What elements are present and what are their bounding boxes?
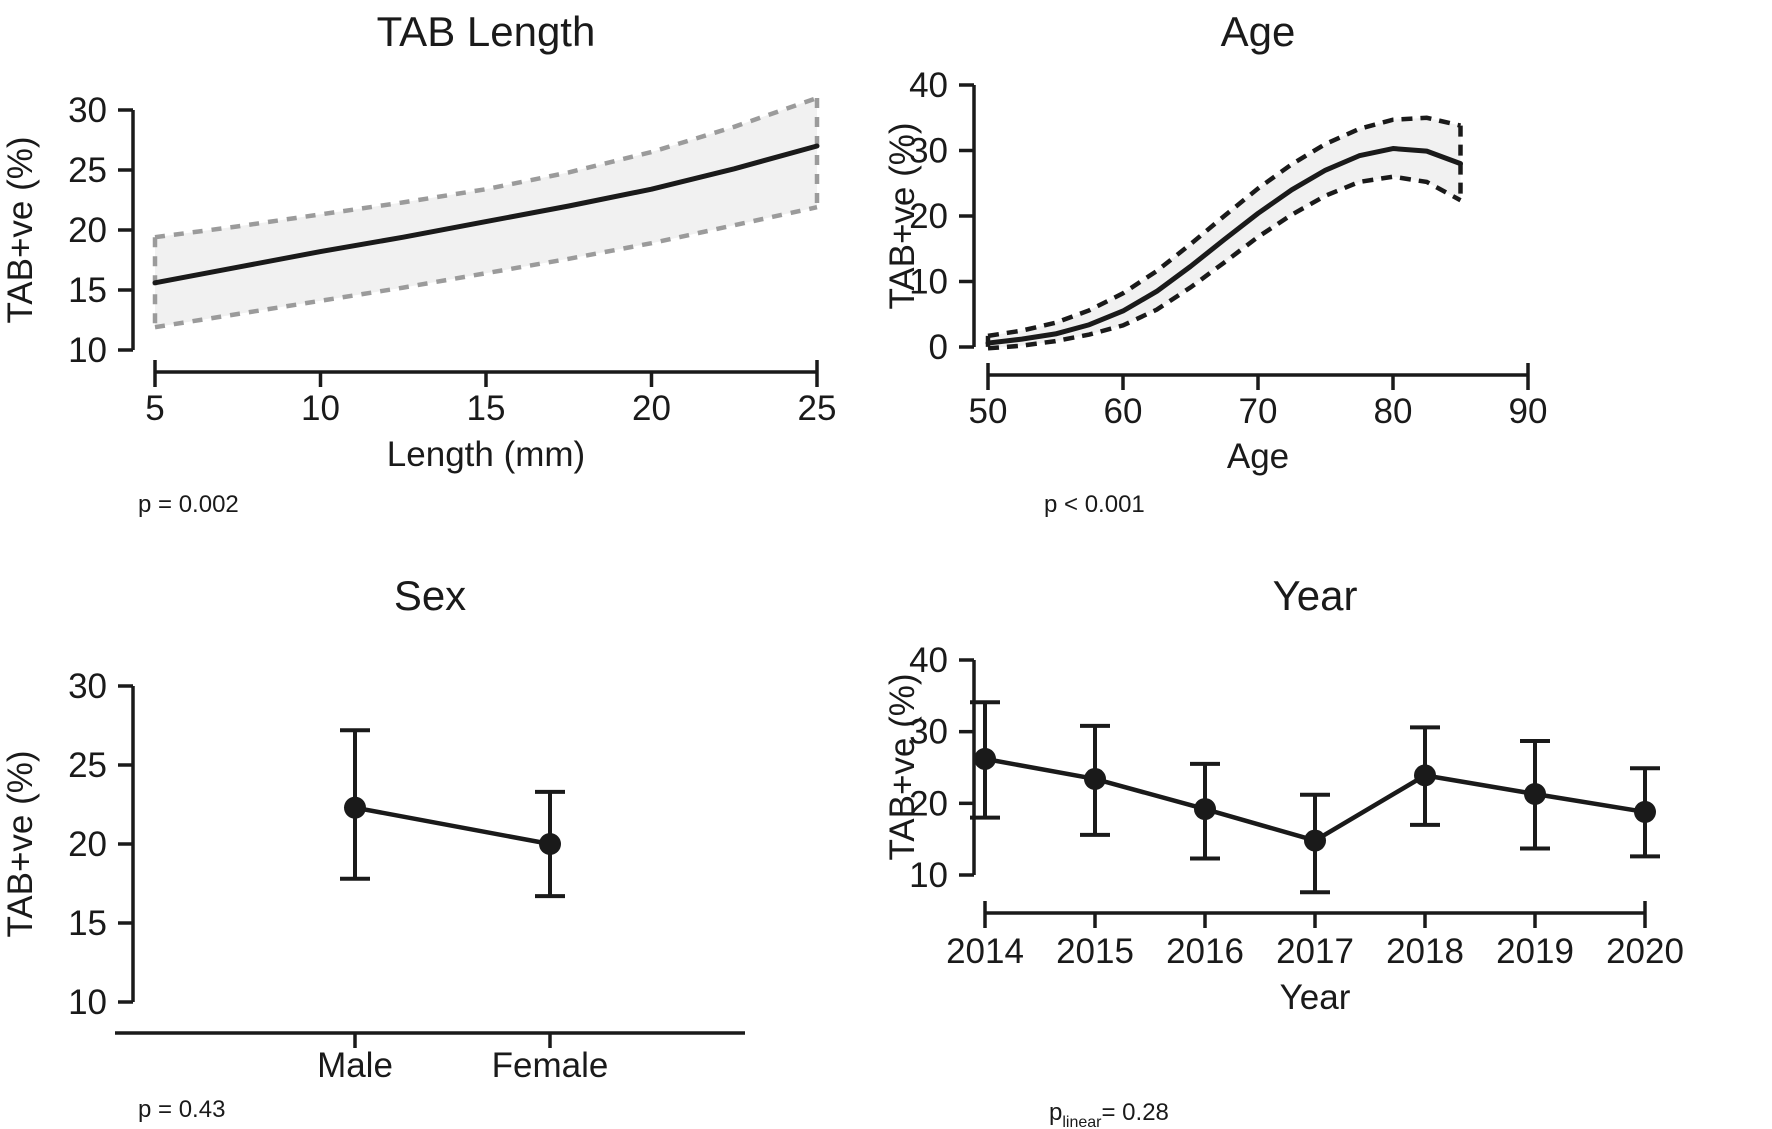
- x-tick-label: 2019: [1496, 932, 1574, 971]
- age-chart: Age TAB+ve (%) Age 0 10 20 30 40 50 60 70 80 90 p < 0…: [886, 8, 1548, 518]
- p-value-label: p = 0.002: [138, 491, 239, 518]
- estimate-line: [354, 805, 551, 847]
- y-tick-label: 40: [909, 66, 948, 105]
- x-tick-label: 60: [1104, 392, 1143, 431]
- estimate-point: [974, 747, 996, 770]
- chart-title: Age: [1221, 8, 1296, 55]
- y-tick-label: 30: [68, 667, 107, 706]
- y-axis-label: TAB+ve (%): [1, 750, 40, 937]
- sex-chart: Sex TAB+ve (%) 10 15 20 25 30 Male Female p = 0.4…: [1, 572, 745, 1123]
- fit-line: [985, 146, 1463, 346]
- y-tick-label: 25: [68, 151, 107, 190]
- y-tick-label: 20: [68, 211, 107, 250]
- x-tick-label: 25: [798, 389, 837, 428]
- y-tick-label: 20: [68, 825, 107, 864]
- x-tick-label: 80: [1374, 392, 1413, 431]
- x-tick-label: 10: [301, 389, 340, 428]
- y-tick-label: 10: [909, 856, 948, 895]
- x-tick-label: 50: [969, 392, 1008, 431]
- year-chart: Year TAB+ve (%) Year 10 20 30 40 2014 2015 2016 20…: [886, 572, 1684, 1129]
- lower-ci-line: [154, 205, 818, 330]
- chart-title: Year: [1273, 572, 1358, 619]
- y-tick-label: 15: [68, 904, 107, 943]
- p-value-label: p = 0.43: [138, 1096, 225, 1123]
- x-tick-label: 2018: [1386, 932, 1464, 971]
- estimate-point: [1304, 829, 1326, 852]
- panel-tab-length: TAB Length TAB+ve (%) Length (mm) 10 15 20 25 3…: [0, 0, 886, 520]
- estimate-point: [1084, 767, 1106, 790]
- estimate-point: [1414, 764, 1436, 787]
- chart-title: Sex: [394, 572, 466, 619]
- chart-title: TAB Length: [377, 8, 596, 55]
- y-axis-label: TAB+ve (%): [886, 673, 922, 860]
- fit-line: [152, 143, 820, 286]
- y-tick-label: 10: [68, 983, 107, 1022]
- x-tick-label: 2015: [1056, 932, 1134, 971]
- estimate-point: [1634, 800, 1656, 823]
- x-tick-label: 2017: [1276, 932, 1354, 971]
- y-tick-label: 0: [929, 328, 948, 367]
- estimate-point: [1524, 783, 1546, 806]
- x-tick-label: 70: [1239, 392, 1278, 431]
- confidence-band: [155, 98, 817, 328]
- upper-ci-line: [987, 115, 1462, 339]
- y-tick-label: 10: [909, 263, 948, 302]
- panel-age: Age TAB+ve (%) Age 0 10 20 30 40 50 60 70 80 90 p < 0…: [886, 0, 1772, 520]
- x-tick-label: 15: [467, 389, 506, 428]
- y-tick-label: 40: [909, 641, 948, 680]
- x-axis-label: Length (mm): [387, 435, 585, 474]
- x-tick-label: 2014: [946, 932, 1024, 971]
- estimate-point: [539, 833, 561, 855]
- lower-ci-line: [987, 174, 1462, 351]
- y-tick-label: 20: [909, 197, 948, 236]
- y-tick-label: 30: [909, 132, 948, 171]
- y-tick-label: 10: [68, 331, 107, 370]
- estimate-point: [344, 796, 366, 819]
- y-tick-label: 30: [909, 713, 948, 752]
- y-tick-label: 15: [68, 271, 107, 310]
- x-tick-label: 5: [145, 389, 164, 428]
- x-axis-label: Age: [1227, 437, 1289, 476]
- estimate-point: [1194, 798, 1216, 821]
- y-axis-label: TAB+ve (%): [886, 122, 922, 309]
- panel-year: Year TAB+ve (%) Year 10 20 30 40 2014 2015 2016 20…: [886, 520, 1772, 1129]
- x-tick-label: Female: [492, 1046, 609, 1085]
- x-tick-label: 2016: [1166, 932, 1244, 971]
- p-value-label: plinear= 0.28: [1049, 1099, 1169, 1129]
- x-tick-label: 2020: [1606, 932, 1684, 971]
- x-axis-label: Year: [1280, 978, 1351, 1017]
- x-tick-label: 20: [632, 389, 671, 428]
- x-tick-label: 90: [1509, 392, 1548, 431]
- y-tick-label: 25: [68, 746, 107, 785]
- p-value-label: p < 0.001: [1044, 491, 1145, 518]
- y-axis-label: TAB+ve (%): [1, 136, 40, 323]
- panel-sex: Sex TAB+ve (%) 10 15 20 25 30 Male Female p = 0.4…: [0, 520, 886, 1129]
- tab-length-chart: TAB Length TAB+ve (%) Length (mm) 10 15 20 25 3…: [1, 8, 837, 518]
- confidence-band: [988, 117, 1461, 349]
- y-tick-label: 20: [909, 784, 948, 823]
- y-tick-label: 30: [68, 91, 107, 130]
- x-tick-label: Male: [317, 1046, 393, 1085]
